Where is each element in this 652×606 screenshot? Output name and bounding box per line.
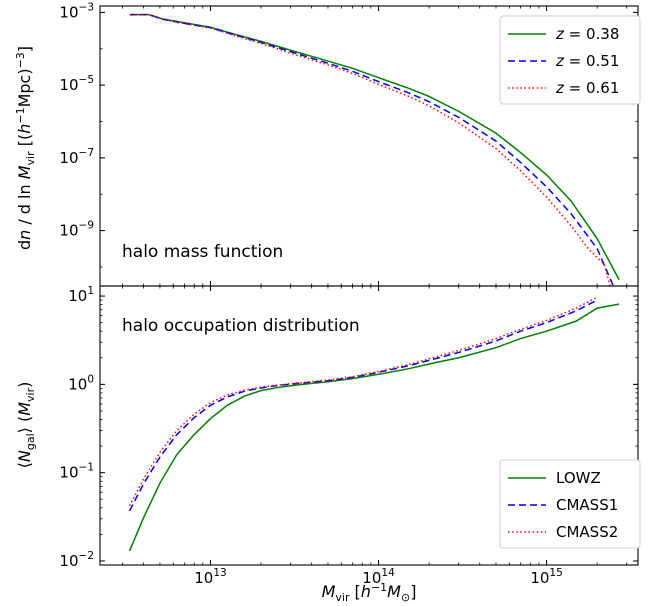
legend-label: LOWZ: [556, 469, 601, 487]
panel-1: 10−3 10−5 10−7 10−9 halo mass function z = 0.…: [59, 1, 641, 287]
legend-label: z = 0.61: [555, 79, 619, 97]
legend-label: z = 0.38: [555, 25, 619, 43]
legend-label: CMASS2: [556, 523, 618, 541]
y-tick-label: 10−5: [59, 74, 94, 94]
legend-box: [499, 15, 641, 105]
series-line-cmass1: [128, 299, 598, 512]
x-axis-label: Mvir [h−1M⊙]: [322, 581, 417, 604]
legend-box: [499, 459, 641, 549]
series-line-z-0-51: [129, 13, 615, 286]
y-tick-label: 10−3: [59, 1, 94, 21]
y-tick-label: 10−1: [59, 462, 94, 482]
series-line-z-0-61: [129, 14, 611, 286]
upper-y-axis-label: dn / d ln Mvir [(h−1Mpc)−3]: [14, 46, 37, 250]
lower-y-axis-label: ⟨Ngal⟩ (Mvir): [15, 382, 37, 469]
panel-2: 1013 1014 1015 101 100 10−1 10−2 halo occupatio…: [59, 285, 641, 587]
y-tick-label: 10−7: [59, 147, 94, 167]
panel-annotation: halo occupation distribution: [122, 316, 360, 336]
x-tick-label: 1015: [530, 567, 562, 587]
x-tick-label: 1013: [194, 567, 226, 587]
y-tick-label: 10−9: [59, 220, 94, 240]
y-tick-label: 101: [68, 285, 94, 305]
y-tick-label: 100: [68, 373, 94, 393]
x-tick-label: 1014: [362, 567, 395, 587]
axes-frame: [99, 285, 639, 566]
series-line-cmass2: [128, 296, 598, 507]
y-tick-label: 10−2: [59, 550, 94, 570]
series-line-lowz: [128, 303, 620, 552]
legend-label: z = 0.51: [555, 52, 619, 70]
legend-label: CMASS1: [556, 496, 618, 514]
panel-annotation: halo mass function: [122, 242, 283, 262]
